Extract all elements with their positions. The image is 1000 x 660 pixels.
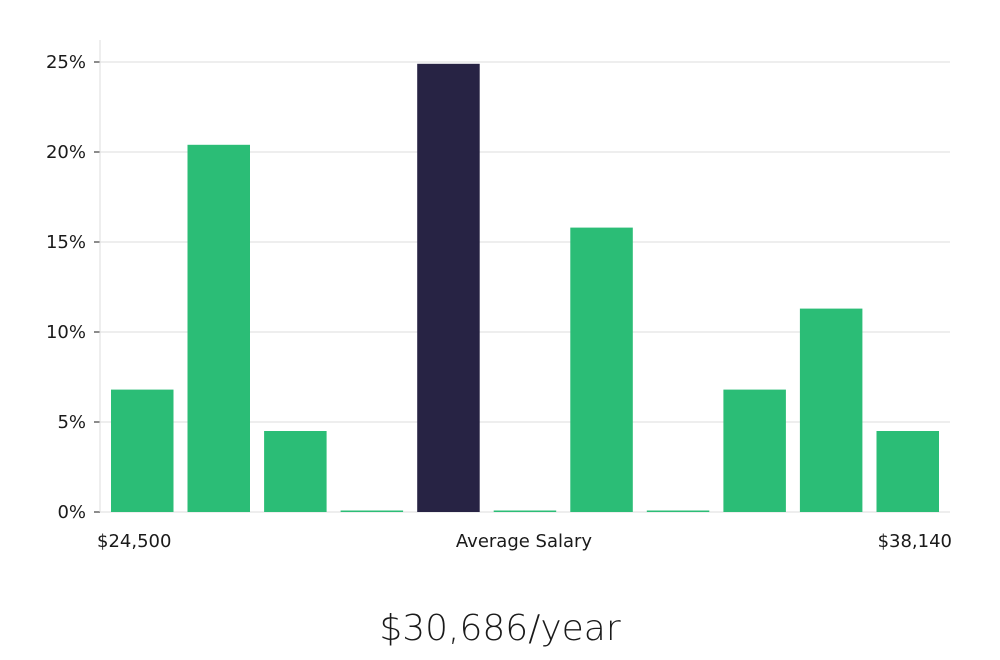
y-axis-ticks: 0% 5% 10% 15% 20% 25% — [46, 52, 100, 523]
bars — [111, 63, 939, 513]
bar — [187, 144, 250, 513]
bar — [723, 389, 786, 512]
x-label-max: $38,140 — [878, 531, 952, 552]
bar-average-salary — [417, 63, 480, 513]
y-tick-label: 10% — [46, 322, 86, 343]
bar — [570, 227, 633, 512]
bar — [876, 431, 939, 512]
y-tick-label: 0% — [57, 502, 86, 523]
bar — [799, 308, 863, 512]
salary-histogram: 0%5%10%15%20%25% $24,500 Average Salary … — [46, 40, 952, 552]
x-label-min: $24,500 — [97, 531, 171, 552]
bar — [493, 510, 557, 512]
x-label-center: Average Salary — [456, 531, 593, 552]
bar — [111, 389, 174, 512]
bar — [264, 431, 327, 512]
y-tick-label: 15% — [46, 232, 86, 253]
bar — [340, 510, 404, 512]
y-tick-label: 20% — [46, 142, 86, 163]
y-tick-label: 5% — [57, 412, 86, 433]
bar — [646, 510, 710, 512]
average-salary-summary: $30,686/year — [379, 608, 621, 649]
y-tick-label: 25% — [46, 52, 86, 73]
